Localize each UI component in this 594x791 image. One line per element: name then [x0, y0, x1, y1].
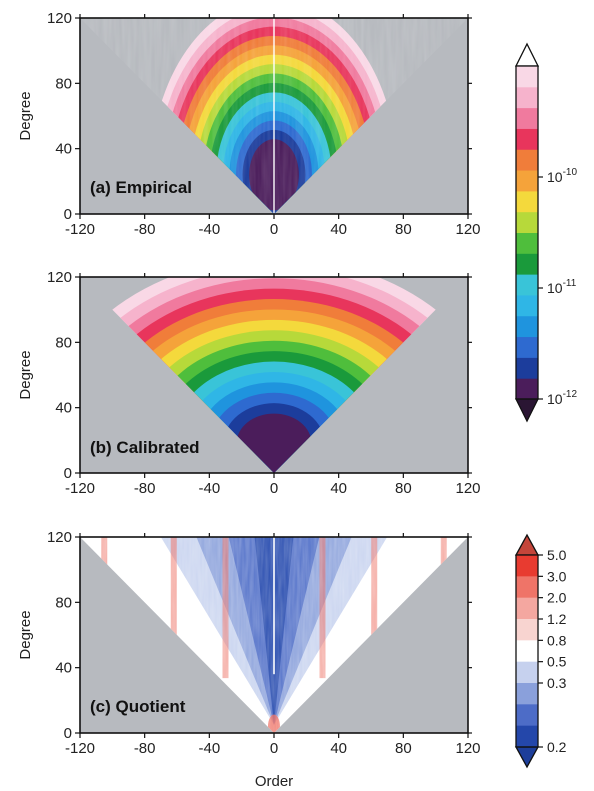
x-tick-label: 120	[455, 221, 480, 238]
colorbar-top-swatch	[516, 232, 538, 254]
y-tick-label: 120	[47, 529, 72, 546]
colorbar-bottom-label: 3.0	[547, 568, 567, 584]
colorbar-top-swatch	[516, 357, 538, 379]
y-tick-label: 80	[55, 75, 72, 92]
y-tick-label: 120	[47, 269, 72, 286]
x-tick-label: 80	[395, 740, 412, 757]
panel-c-label: (c) Quotient	[90, 697, 186, 716]
colorbar-top-swatch	[516, 149, 538, 171]
y-tick-label: 80	[55, 334, 72, 351]
y-tick-label: 120	[47, 10, 72, 27]
colorbar-power: 10-10 10-11 10-12	[514, 42, 577, 423]
y-tick-label: 80	[55, 594, 72, 611]
colorbar-bottom-swatch	[516, 576, 538, 599]
panel-b-heatmap	[80, 277, 468, 473]
colorbar-bottom-label: 0.5	[547, 654, 567, 670]
y-tick-label: 40	[55, 141, 72, 158]
panel-c-ylabel: Degree	[17, 610, 34, 659]
colorbar-top-swatch	[516, 190, 538, 213]
colorbar-bottom-swatch	[516, 683, 538, 705]
colorbar-top-label: 10-10	[547, 167, 577, 185]
x-tick-label: 0	[270, 221, 278, 238]
colorbar-bottom-label: 1.2	[547, 611, 567, 627]
panel-a-ylabel: Degree	[17, 91, 34, 140]
panel-b-label: (b) Calibrated	[90, 438, 200, 457]
colorbar-top-swatch	[516, 274, 538, 296]
y-tick-label: 0	[64, 465, 72, 482]
colorbar-bottom-swatch	[516, 555, 538, 577]
panel-b-ylabel: Degree	[17, 350, 34, 399]
x-tick-label: -40	[198, 221, 220, 238]
x-tick-label: 120	[455, 480, 480, 497]
colorbar-top-swatch	[516, 107, 538, 129]
x-tick-label: -80	[134, 480, 156, 497]
panel-a-ticks: -120 -80 -40 0 40 80 120 0 40 80 120	[47, 10, 481, 238]
colorbar-top-swatch	[516, 211, 538, 233]
x-tick-label: 40	[330, 740, 347, 757]
colorbar-top-max-arrow	[514, 42, 540, 67]
colorbar-top-swatch	[516, 315, 538, 338]
colorbar-top-frame	[515, 65, 539, 400]
y-tick-label: 0	[64, 725, 72, 742]
colorbar-top-swatch	[516, 378, 538, 400]
x-tick-label: 120	[455, 740, 480, 757]
colorbar-bottom-frame	[515, 554, 539, 748]
colorbar-bottom-label: 0.2	[547, 739, 567, 755]
panel-a-label: (a) Empirical	[90, 178, 192, 197]
colorbar-bottom-swatch	[516, 704, 538, 727]
x-tick-label: 0	[270, 480, 278, 497]
colorbar-top-swatch	[516, 86, 538, 109]
colorbar-top-label: 10-12	[547, 389, 577, 407]
panel-c-ticks: -120 -80 -40 0 40 80 120 0 40 80 120	[47, 529, 481, 757]
colorbar-top-min-arrow	[514, 398, 540, 423]
x-tick-label: -80	[134, 221, 156, 238]
x-tick-label: -80	[134, 740, 156, 757]
y-tick-label: 40	[55, 660, 72, 677]
x-tick-label: 80	[395, 480, 412, 497]
colorbar-bottom-label: 0.3	[547, 675, 567, 691]
panel-calibrated: -120 -80 -40 0 40 80 120 0 40 80 120 (b) Calibrate…	[17, 269, 481, 497]
colorbar-bottom-swatch	[516, 619, 538, 641]
colorbar-quotient: 5.0 3.0 2.0 1.2 0.8 0.5 0.3 0.2	[514, 533, 567, 769]
colorbar-bottom-max-arrow	[514, 533, 540, 556]
colorbar-bottom-swatch	[516, 725, 538, 748]
x-axis-label-order: Order	[255, 773, 293, 790]
colorbar-top-swatch	[516, 294, 538, 317]
x-tick-label: -120	[65, 740, 95, 757]
y-tick-label: 40	[55, 400, 72, 417]
y-tick-label: 0	[64, 206, 72, 223]
colorbar-top-swatch	[516, 128, 538, 150]
colorbar-bottom-label: 5.0	[547, 547, 567, 563]
colorbar-top-swatch	[516, 170, 538, 192]
colorbar-top-label: 10-11	[547, 278, 577, 296]
x-tick-label: 80	[395, 221, 412, 238]
colorbar-top-swatch	[516, 253, 538, 275]
x-tick-label: -40	[198, 480, 220, 497]
panel-b-ticks: -120 -80 -40 0 40 80 120 0 40 80 120	[47, 269, 481, 497]
colorbar-bottom-label: 0.8	[547, 632, 567, 648]
x-tick-label: -120	[65, 480, 95, 497]
colorbar-top-swatch	[516, 336, 538, 358]
x-tick-label: -120	[65, 221, 95, 238]
x-tick-label: 40	[330, 480, 347, 497]
colorbar-bottom-label: 2.0	[547, 590, 567, 606]
colorbar-bottom-swatch	[516, 597, 538, 620]
colorbar-bottom-swatch	[516, 640, 538, 663]
colorbar-top-swatch	[516, 66, 538, 88]
panel-empirical: -120 -80 -40 0 40 80 120 0 40 80 120 (a) Empirical…	[17, 10, 481, 238]
colorbar-bottom-swatch	[516, 661, 538, 684]
x-tick-label: 0	[270, 740, 278, 757]
x-tick-label: -40	[198, 740, 220, 757]
x-tick-label: 40	[330, 221, 347, 238]
colorbar-bottom-min-arrow	[514, 746, 540, 769]
